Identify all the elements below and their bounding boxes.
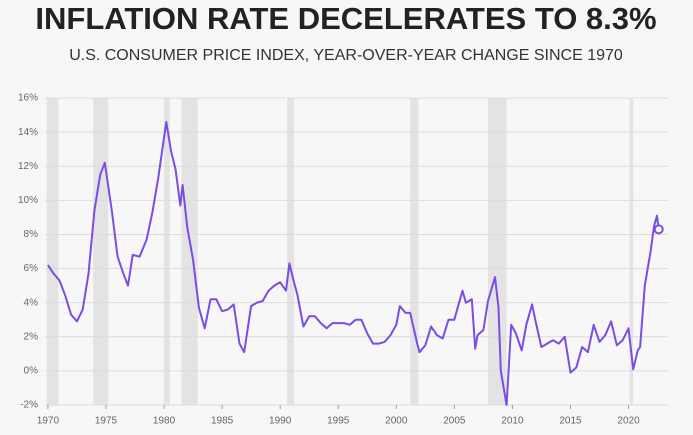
y-tick-label: 2% (24, 331, 39, 342)
x-tick-label: 2000 (385, 416, 408, 427)
recession-band (93, 98, 109, 405)
end-marker (653, 224, 664, 235)
x-tick-label: 1970 (37, 416, 60, 427)
recession-band (629, 98, 634, 405)
chart-title: INFLATION RATE DECELERATES TO 8.3% (35, 1, 656, 36)
y-tick-label: 14% (18, 127, 38, 138)
y-tick-label: 4% (24, 297, 39, 308)
inflation-line (47, 120, 660, 406)
x-tick-label: 2020 (617, 416, 640, 427)
recession-band (287, 98, 295, 405)
x-tick-label: 1985 (211, 416, 234, 427)
chart-subtitle: U.S. CONSUMER PRICE INDEX, YEAR-OVER-YEA… (69, 47, 623, 64)
y-tick-label: 12% (18, 161, 38, 172)
recession-band (488, 98, 507, 405)
x-tick-label: 2010 (501, 416, 524, 427)
recession-band (181, 98, 198, 405)
x-tick-label: 1975 (95, 416, 118, 427)
x-tick-label: 1990 (269, 416, 292, 427)
y-tick-label: 6% (24, 263, 39, 274)
x-tick-label: 2005 (443, 416, 466, 427)
recession-band (410, 98, 419, 405)
x-tick-label: 1995 (327, 416, 350, 427)
y-tick-label: -2% (20, 400, 38, 411)
y-tick-label: 16% (18, 93, 38, 104)
y-tick-label: 0% (24, 366, 39, 377)
x-tick-label: 2015 (559, 416, 582, 427)
x-tick-label: 1980 (153, 416, 176, 427)
y-tick-label: 8% (24, 229, 39, 240)
recession-band (164, 98, 170, 405)
y-tick-label: 10% (18, 195, 38, 206)
recession-band (46, 98, 59, 405)
